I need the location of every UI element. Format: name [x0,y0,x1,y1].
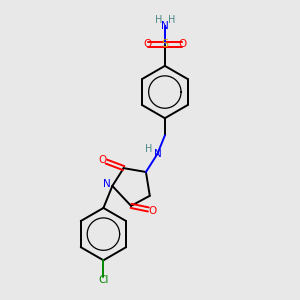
Text: N: N [161,21,169,31]
Text: H: H [154,14,162,25]
Text: Cl: Cl [98,275,109,285]
Text: O: O [148,206,157,216]
Text: N: N [154,149,161,159]
Text: N: N [103,179,111,190]
Text: O: O [143,40,152,50]
Text: S: S [161,40,168,50]
Text: O: O [99,155,107,165]
Text: O: O [178,40,186,50]
Text: H: H [146,144,153,154]
Text: H: H [168,14,175,25]
